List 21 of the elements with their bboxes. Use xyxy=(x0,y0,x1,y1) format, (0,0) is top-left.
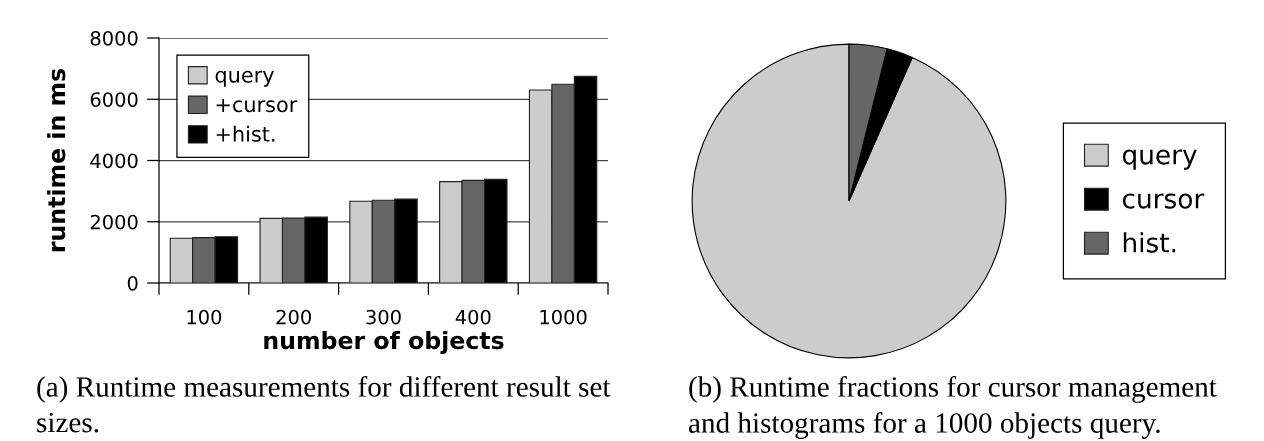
y-tick-label: 2000 xyxy=(90,214,138,230)
x-tick-label: 300 xyxy=(366,309,401,325)
x-axis-title: number of objects xyxy=(264,330,504,355)
x-tick-label: 200 xyxy=(276,309,311,325)
legend-label: +hist. xyxy=(216,125,275,142)
pie-slice xyxy=(691,43,1007,359)
y-axis-title: runtime in ms xyxy=(47,68,66,252)
text: (b) Runtime fractions for cursor management and histograms for a 1000 objects query. xyxy=(689,376,1217,439)
y-tick-label: 4000 xyxy=(90,153,138,169)
x-tick-label: 400 xyxy=(455,309,491,325)
x-tick-label: 1000 xyxy=(540,309,587,325)
y-tick-label: 0 xyxy=(127,275,138,291)
x-tick-label: 100 xyxy=(187,309,222,325)
text: (a) Runtime measurements for different result set sizes. xyxy=(37,376,611,433)
legend-label: query xyxy=(215,70,274,87)
y-tick-label: 6000 xyxy=(90,92,138,107)
legend-label: cursor xyxy=(1122,193,1205,209)
legend-label: hist. xyxy=(1123,232,1176,253)
y-tick-label: 8000 xyxy=(90,30,138,46)
legend-label: query xyxy=(1122,149,1197,170)
legend-label: +cursor xyxy=(216,98,298,113)
